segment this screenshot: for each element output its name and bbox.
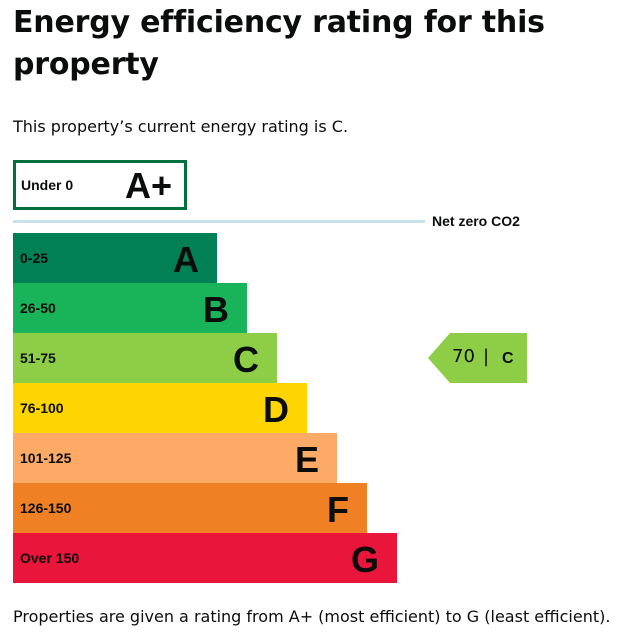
current-rating-pointer: 70 | C [428,333,527,383]
band-letter: C [233,339,259,380]
band-c: 51-75 C [13,333,277,383]
band-letter: A [173,239,199,280]
pointer-arrow-shape [428,333,527,383]
aplus-letter: A+ [124,165,172,206]
band-letter: G [350,539,379,580]
band-a: 0-25 A [13,233,217,283]
current-letter: C [502,350,514,367]
aplus-band: Under 0 A+ [13,160,187,210]
band-range-label: Over 150 [20,550,80,566]
band-range-label: 0-25 [20,250,49,266]
rating-scale-note: Properties are given a rating from A+ (m… [13,607,611,626]
current-score: 70 [452,346,475,367]
band-d: 76-100 D [13,383,307,433]
band-letter: B [203,289,229,330]
band-letter: E [294,439,319,480]
aplus-range-label: Under 0 [21,177,74,193]
band-range-label: 126-150 [20,500,72,516]
score-separator: | [483,346,490,367]
band-range-label: 101-125 [20,450,72,466]
band-range-label: 26-50 [20,300,56,316]
band-f: 126-150 F [13,483,367,533]
band-g: Over 150 G [13,533,397,583]
band-range-label: 76-100 [20,400,64,416]
band-letter: F [327,489,349,530]
band-range-label: 51-75 [20,350,56,366]
band-b: 26-50 B [13,283,247,333]
current-rating-text: This property’s current energy rating is… [13,117,349,136]
net-zero-label: Net zero CO2 [432,213,520,229]
band-e: 101-125 E [13,433,337,483]
page-title: Energy efficiency rating for this proper… [13,5,545,82]
band-letter: D [263,389,289,430]
net-zero-line [13,220,425,223]
